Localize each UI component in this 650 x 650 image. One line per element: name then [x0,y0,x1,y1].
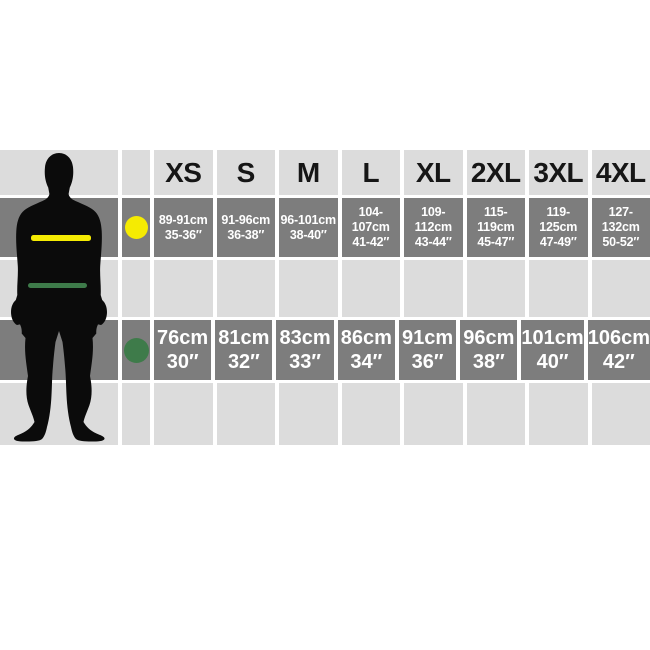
chest-value-cell: 96-101cm 38-40″ [279,198,338,257]
value-cm: 81cm [218,327,270,349]
size-header-cell: 3XL [529,150,588,195]
value-cm: 106cm [587,327,650,349]
value-inches: 50-52″ [602,235,640,249]
chest-value-cell: 109-112cm 43-44″ [404,198,463,257]
figure-zone-band [0,260,118,317]
value-inches: 32″ [227,351,260,373]
waist-value-cell: 96cm 38″ [460,320,518,380]
value-cm: 83cm [279,327,331,349]
indicator-column-cell [122,320,150,380]
indicator-column-cell [122,383,150,445]
spacer-cell [591,260,650,317]
value-cm: 101cm [521,327,584,349]
figure-zone-band [0,198,118,257]
size-header-cell: M [279,150,338,195]
chest-value-cell: 115-119cm 45-47″ [466,198,525,257]
spacer-cell [591,383,650,445]
spacer-cell [529,260,588,317]
spacer-cell [529,383,588,445]
spacer-cell [154,260,213,317]
value-inches: 45-47″ [477,235,515,249]
waist-value-cell: 81cm 32″ [215,320,273,380]
size-chart-table: XS S M L XL 2XL 3XL 4XL 89-91cm 35-36″ 91-96cm 36-… [0,150,650,445]
spacer-cell [279,383,338,445]
value-cm: 76cm [157,327,209,349]
size-label: 4XL [595,156,646,188]
waist-value-cell: 86cm 34″ [337,320,395,380]
size-label: 3XL [533,156,584,188]
chest-value-cell: 91-96cm 36-38″ [216,198,275,257]
value-cm: 96cm [463,327,515,349]
chest-value-cell: 127-132cm 50-52″ [591,198,650,257]
value-cm: 115-119cm [477,205,515,234]
size-header-cell: XL [404,150,463,195]
waist-measurement-row: 76cm 30″ 81cm 32″ 83cm 33″ 86cm 34″ 91cm 36″ 96cm 3… [0,320,650,380]
indicator-column-cell [122,260,150,317]
value-inches: 34″ [350,351,383,373]
size-header-cell: XS [154,150,213,195]
spacer-cell [404,383,463,445]
chest-value-cell: 89-91cm 35-36″ [154,198,213,257]
size-label: 2XL [470,156,521,188]
waist-value-cell: 76cm 30″ [154,320,212,380]
value-cm: 127-132cm [601,205,640,234]
value-cm: 96-101cm [280,212,337,227]
spacer-cell [279,260,338,317]
spacer-cell [216,383,275,445]
figure-zone-band [0,383,118,445]
value-inches: 36-38″ [227,227,265,242]
size-header-cell: S [216,150,275,195]
size-header-cell: 4XL [591,150,650,195]
value-inches: 47-49″ [539,235,577,249]
value-inches: 30″ [166,351,199,373]
size-label: XL [415,156,451,188]
waist-value-cell: 101cm 40″ [521,320,584,380]
value-inches: 36″ [411,351,444,373]
value-cm: 109-112cm [414,205,452,234]
value-cm: 91-96cm [221,212,271,227]
figure-zone-band [0,320,118,380]
value-inches: 38-40″ [289,227,327,242]
chest-measurement-row: 89-91cm 35-36″ 91-96cm 36-38″ 96-101cm 38-40″… [0,198,650,257]
value-inches: 43-44″ [414,235,452,249]
spacer-cell [404,260,463,317]
waist-value-cell: 91cm 36″ [398,320,457,380]
value-cm: 91cm [401,327,454,349]
spacer-row [0,260,650,317]
size-header-cell: L [341,150,400,195]
chest-indicator-dot [124,216,148,239]
value-inches: 41-42″ [352,235,390,249]
size-label: L [362,156,380,188]
value-cm: 119-125cm [539,205,578,234]
indicator-column-cell [122,150,150,195]
spacer-cell [216,260,275,317]
indicator-column-cell [122,198,150,257]
chest-value-cell: 104-107cm 41-42″ [341,198,400,257]
value-inches: 38″ [472,351,505,373]
value-cm: 104-107cm [351,205,390,234]
waist-indicator-dot [123,337,149,363]
size-label: M [296,156,320,188]
value-cm: 86cm [340,327,392,349]
chest-value-cell: 119-125cm 47-49″ [529,198,588,257]
spacer-cell [341,383,400,445]
figure-zone-band [0,150,118,195]
bottom-spacer-row [0,383,650,445]
value-inches: 35-36″ [164,227,202,242]
spacer-cell [154,383,213,445]
size-header-row: XS S M L XL 2XL 3XL 4XL [0,150,650,195]
spacer-cell [341,260,400,317]
waist-value-cell: 106cm 42″ [587,320,650,380]
size-label: S [236,156,256,188]
value-inches: 40″ [536,351,569,373]
value-inches: 42″ [602,351,635,373]
spacer-cell [466,260,525,317]
spacer-cell [466,383,525,445]
waist-value-cell: 83cm 33″ [276,320,334,380]
value-inches: 33″ [289,351,321,373]
size-header-cell: 2XL [466,150,525,195]
size-label: XS [165,156,202,188]
value-cm: 89-91cm [158,212,208,227]
